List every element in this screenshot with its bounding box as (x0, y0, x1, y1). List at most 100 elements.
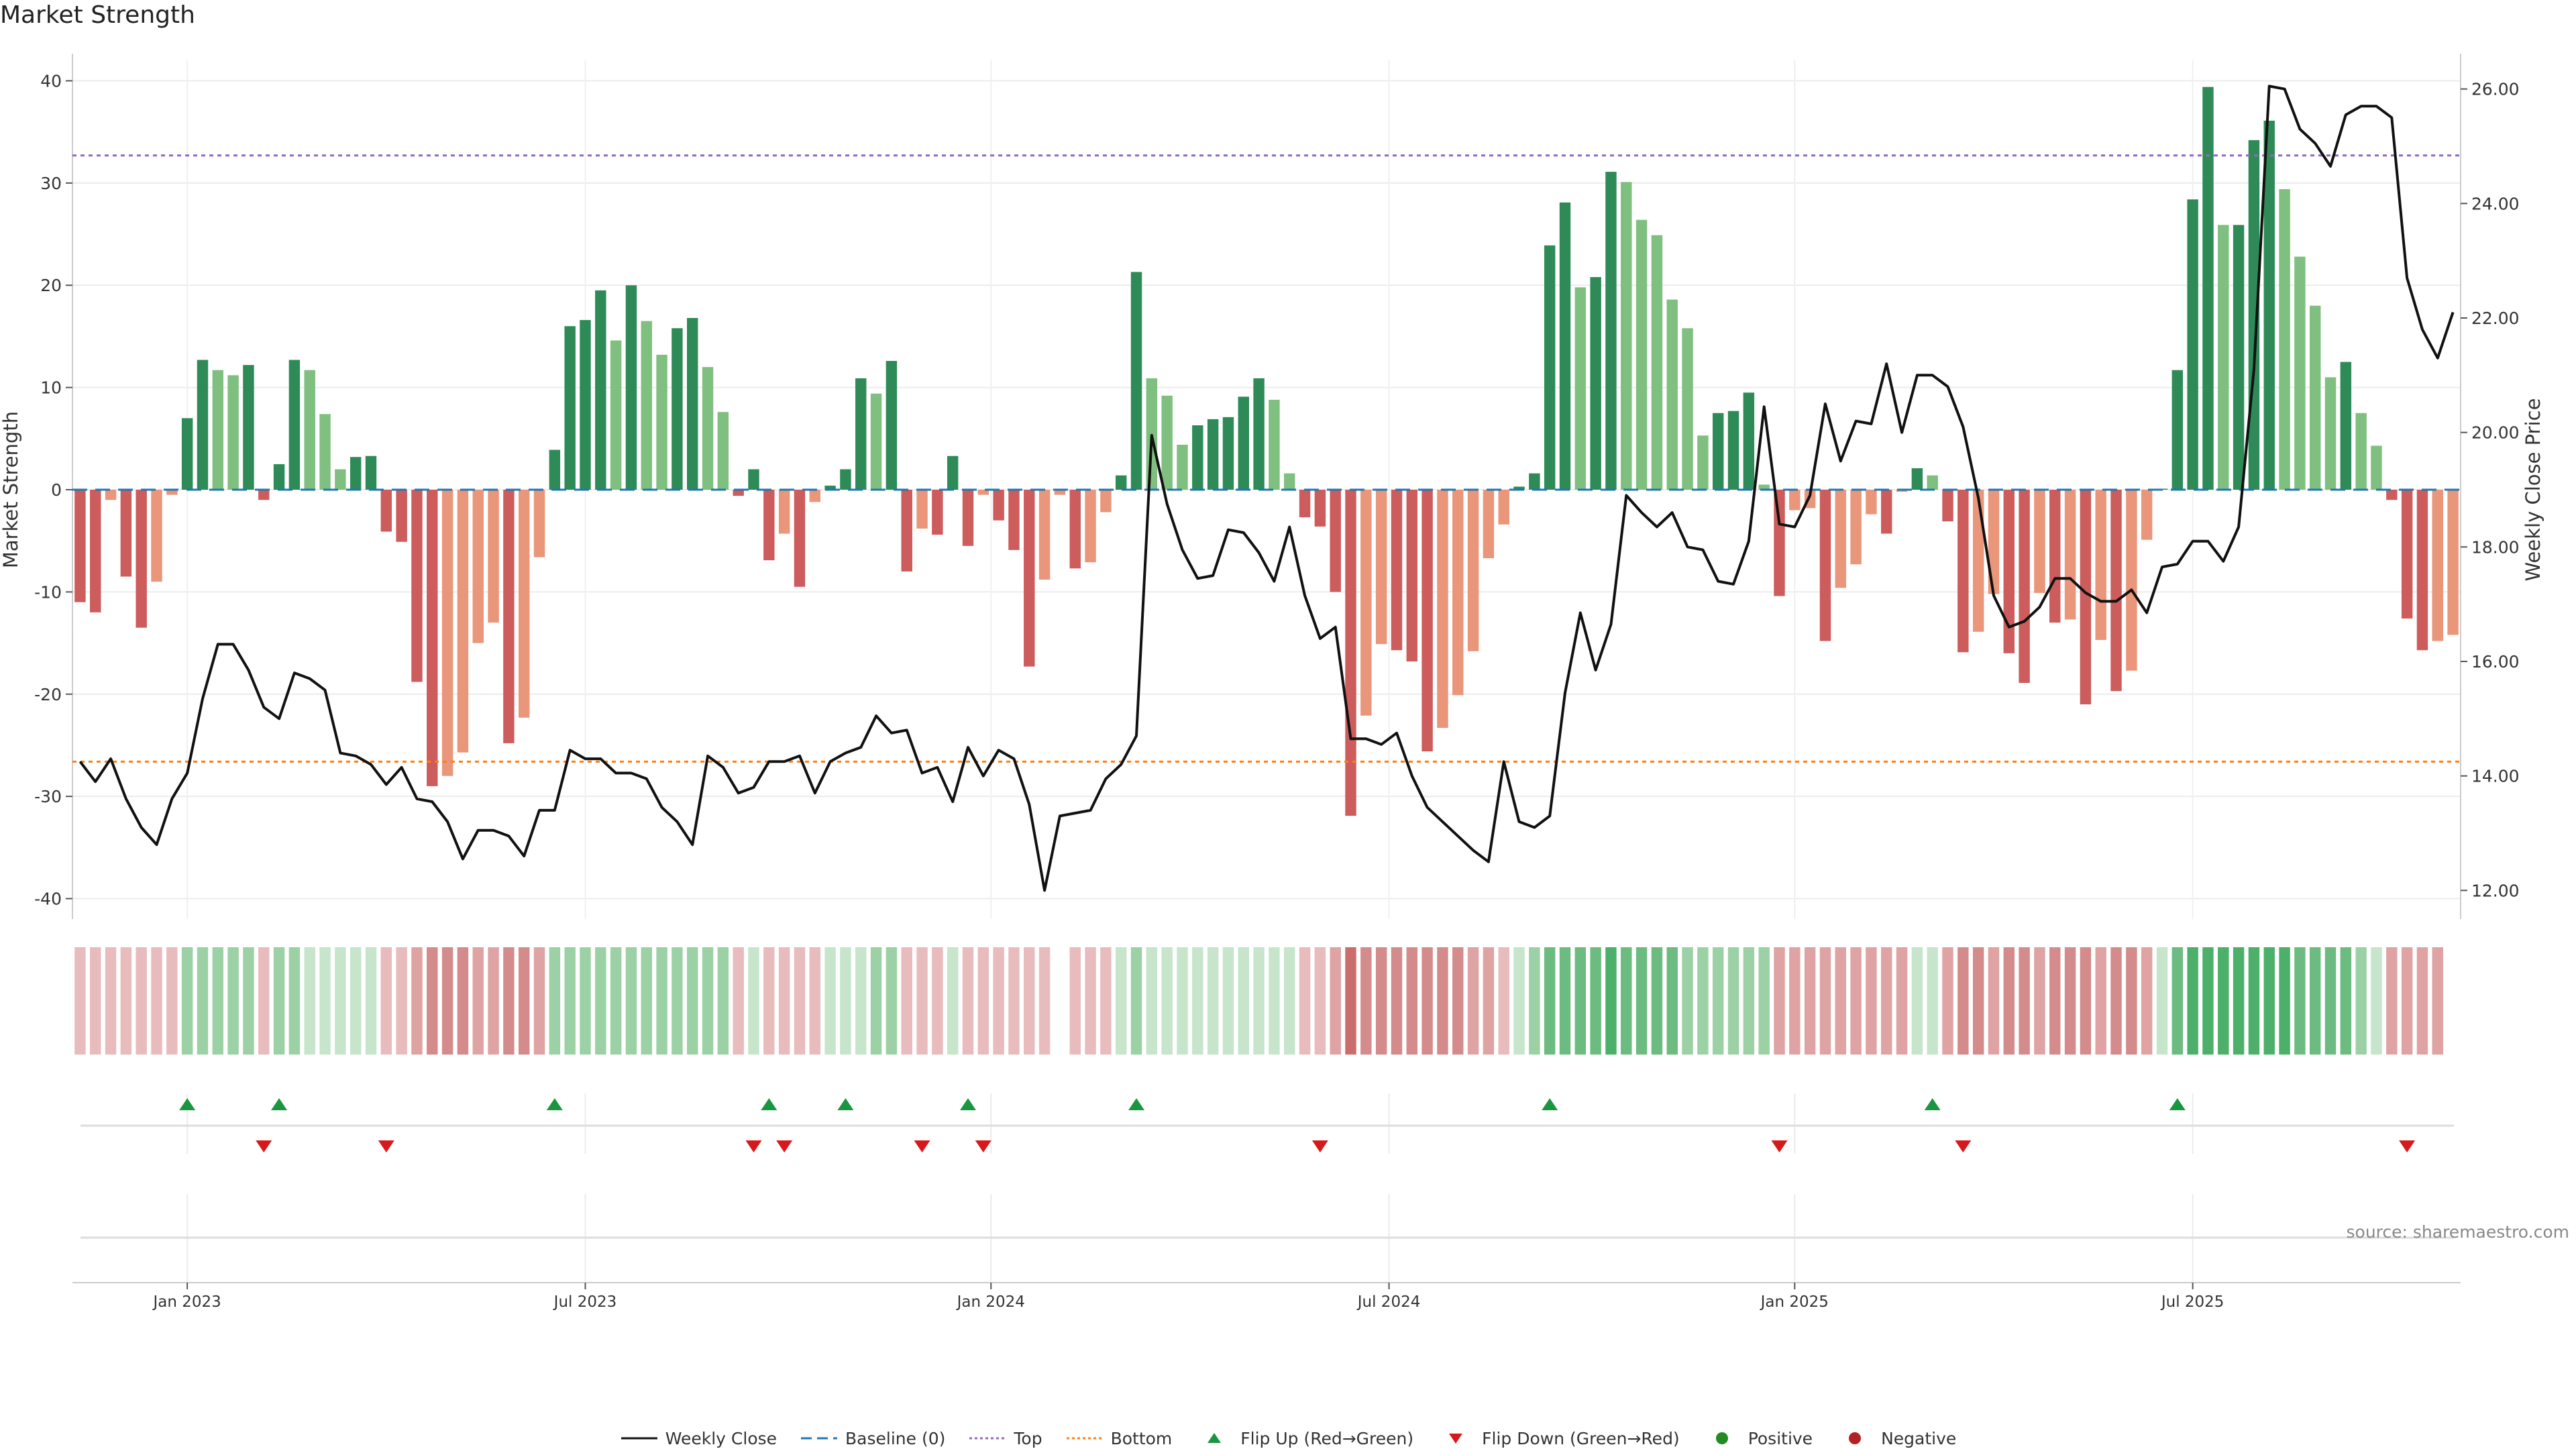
zone-cell (1804, 947, 1816, 1055)
strength-bar (687, 318, 698, 490)
zone-cell (2156, 947, 2168, 1055)
zone-cell (1635, 947, 1648, 1055)
flip-down-icon (975, 1140, 991, 1152)
zone-cell (503, 947, 515, 1055)
strength-bar (1727, 411, 1739, 490)
y2-tick-label: 26.00 (2471, 80, 2520, 99)
strength-bar (166, 490, 178, 495)
zone-cell (2171, 947, 2184, 1055)
y2-tick-label: 18.00 (2471, 537, 2520, 557)
legend-item: Negative (1835, 1429, 1956, 1448)
strength-bar (212, 370, 224, 490)
strength-bar (2064, 490, 2076, 620)
zone-cell (2095, 947, 2106, 1055)
strength-bar (1115, 475, 1127, 490)
zone-cell (1988, 947, 2000, 1055)
strength-bar (319, 414, 331, 490)
zone-cell (365, 947, 377, 1055)
zone-cell (2049, 947, 2061, 1055)
legend-label: Negative (1881, 1428, 1957, 1448)
strength-bar (74, 490, 86, 602)
strength-bar (916, 490, 928, 529)
zone-cell (2034, 947, 2045, 1055)
zone-cell (427, 947, 438, 1055)
strength-bar (1774, 490, 1785, 596)
zone-cell (2202, 947, 2214, 1055)
zone-cell (2080, 947, 2092, 1055)
strength-bar (641, 321, 652, 490)
weekly-close-line (78, 85, 2455, 892)
zone-cell (1038, 947, 1051, 1055)
strength-bar (441, 490, 453, 776)
zone-cell (885, 947, 898, 1055)
strength-bar (365, 455, 377, 490)
strength-bar (1130, 272, 1142, 490)
zone-cell (916, 947, 928, 1055)
zone-cell (2141, 947, 2153, 1055)
strength-bar (2218, 225, 2229, 490)
zone-cell (472, 947, 484, 1055)
flip-up-icon (546, 1098, 563, 1110)
zone-cell (258, 947, 270, 1055)
zone-cell (2248, 947, 2260, 1055)
zone-cell (580, 947, 591, 1055)
strength-bar (1406, 490, 1418, 661)
zone-cell (1835, 947, 1846, 1055)
zone-cell (304, 947, 315, 1055)
strength-bar (457, 490, 469, 753)
zone-cell (1911, 947, 1923, 1055)
strength-bar (1299, 490, 1311, 518)
strength-bar (1008, 490, 1020, 550)
zone-cell (2401, 947, 2413, 1055)
zone-cell (1819, 947, 1831, 1055)
strength-bar (1712, 413, 1724, 490)
zone-cell (610, 947, 622, 1055)
zone-cell (763, 947, 775, 1055)
zone-cell (488, 947, 499, 1055)
strength-bar (901, 490, 912, 572)
zone-cell (1100, 947, 1112, 1055)
y2-tick-label: 24.00 (2471, 194, 2520, 213)
zone-cell (1605, 947, 1617, 1055)
strength-bar (1192, 425, 1203, 490)
y-tick-label: -20 (34, 685, 62, 704)
strength-bar (2279, 189, 2290, 490)
strength-bar (2003, 490, 2015, 653)
y2-tick-label: 12.00 (2471, 881, 2520, 900)
strength-bar (1758, 484, 1770, 490)
zone-cell (1146, 947, 1158, 1055)
strength-bar (380, 490, 392, 532)
zone-cell (212, 947, 224, 1055)
y-tick-label: -10 (34, 582, 62, 602)
strength-bar (778, 490, 790, 534)
zone-cell (457, 947, 469, 1055)
zone-cell (1299, 947, 1311, 1055)
zone-cell (1972, 947, 1984, 1055)
flip-up-icon (1542, 1098, 1558, 1110)
zone-cell (441, 947, 453, 1055)
strength-bar (90, 490, 101, 612)
strength-bar (2386, 490, 2398, 500)
strength-bar (1284, 473, 1295, 490)
zone-cell (1192, 947, 1203, 1055)
legend-item: Baseline (0) (800, 1429, 945, 1448)
legend-item: Flip Up (Red→Green) (1195, 1429, 1413, 1448)
zone-cell (518, 947, 530, 1055)
strength-bar (962, 490, 974, 546)
strength-bar (1452, 490, 1464, 696)
zone-cell (1375, 947, 1387, 1055)
strength-bar (993, 490, 1004, 521)
zone-cell (1743, 947, 1755, 1055)
strength-bar (427, 490, 438, 786)
strength-bar (181, 418, 193, 490)
y2-tick-label: 16.00 (2471, 652, 2520, 672)
zone-cell (380, 947, 392, 1055)
zone-cell (549, 947, 561, 1055)
strength-bar (1238, 396, 1249, 490)
strength-bar (2294, 256, 2306, 490)
zone-cell (396, 947, 407, 1055)
zone-cell (1544, 947, 1556, 1055)
zone-cell (977, 947, 989, 1055)
strength-bar (610, 340, 622, 490)
zone-cell (74, 947, 86, 1055)
